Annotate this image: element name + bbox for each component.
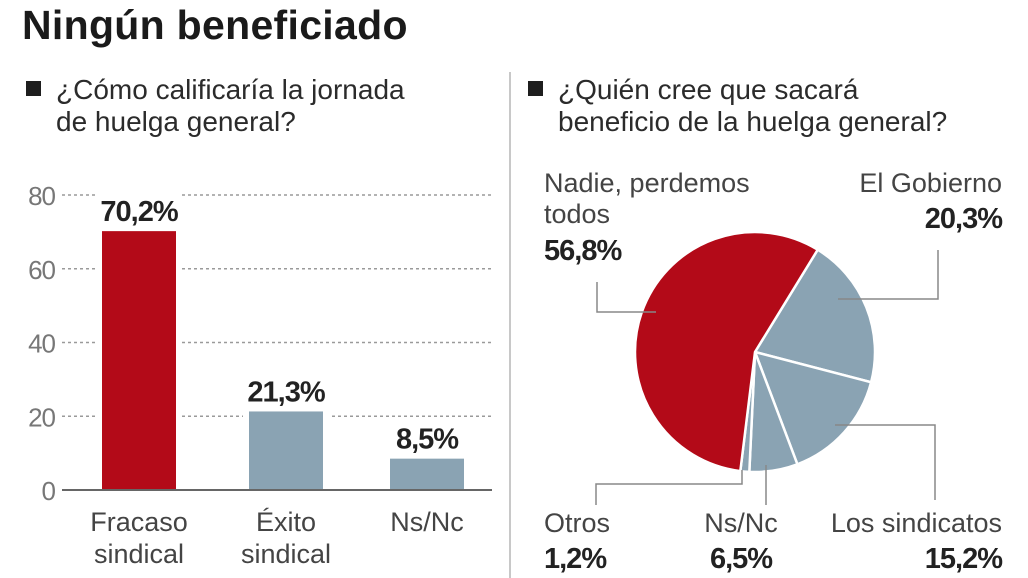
pie-slice-3 <box>738 351 757 474</box>
pie-chart-title-line-1: ¿Quién cree que sacará <box>558 74 859 105</box>
bar-2 <box>390 458 464 490</box>
leader-line <box>838 250 939 300</box>
pie-value-label: 20,3% <box>925 203 1003 235</box>
x-tick-label: Éxito <box>256 507 316 537</box>
pie-slice-1 <box>752 350 873 466</box>
bar-chart-question: ¿Cómo calificaría la jornada de huelga g… <box>26 74 405 138</box>
pie-label: Ns/Nc <box>704 508 778 538</box>
x-tick-label: Ns/Nc <box>390 507 464 537</box>
y-tick-label: 60 <box>28 255 55 285</box>
bar-data-label: 21,3% <box>247 376 325 408</box>
bar-1 <box>249 411 323 490</box>
leader-line <box>596 282 656 313</box>
bar-chart-title-line-1: ¿Cómo calificaría la jornada <box>56 74 405 105</box>
bar-chart-title-line-2: de huelga general? <box>56 106 296 137</box>
bar-0 <box>102 231 176 490</box>
pie-slice-4 <box>633 230 820 473</box>
pie-label: todos <box>544 199 610 229</box>
pie-value-label: 56,8% <box>544 235 622 267</box>
pie-value-label: 1,2% <box>544 543 607 575</box>
pie-value-label: 6,5% <box>710 543 773 575</box>
y-tick-label: 20 <box>28 402 55 432</box>
leader-line <box>595 470 743 505</box>
leader-line <box>835 424 936 500</box>
pie-label: El Gobierno <box>859 168 1002 198</box>
bar-chart: 02040608070,2%Fracasosindical21,3%Éxitos… <box>28 181 492 569</box>
pie-label: Otros <box>544 508 610 538</box>
panel-divider <box>509 72 511 578</box>
pie-chart-title-line-2: beneficio de la huelga general? <box>558 106 948 137</box>
pie-chart-question: ¿Quién cree que sacará beneficio de la h… <box>528 74 948 138</box>
page-title: Ningún beneficiado <box>22 2 408 48</box>
x-tick-label: sindical <box>241 539 331 569</box>
y-tick-label: 80 <box>28 181 55 211</box>
x-tick-label: Fracaso <box>90 507 188 537</box>
pie-label: Nadie, perdemos <box>544 168 750 198</box>
pie-slice-0 <box>753 247 877 384</box>
bar-data-label: 70,2% <box>100 196 178 228</box>
bar-data-label: 8,5% <box>396 424 459 456</box>
pie-label: Los sindicatos <box>831 508 1002 538</box>
square-bullet-icon <box>26 81 41 96</box>
pie-value-label: 15,2% <box>925 543 1003 575</box>
x-tick-label: sindical <box>94 539 184 569</box>
y-tick-label: 40 <box>28 329 55 359</box>
y-tick-label: 0 <box>42 476 56 506</box>
square-bullet-icon <box>528 81 543 96</box>
pie-slice-2 <box>748 351 800 474</box>
